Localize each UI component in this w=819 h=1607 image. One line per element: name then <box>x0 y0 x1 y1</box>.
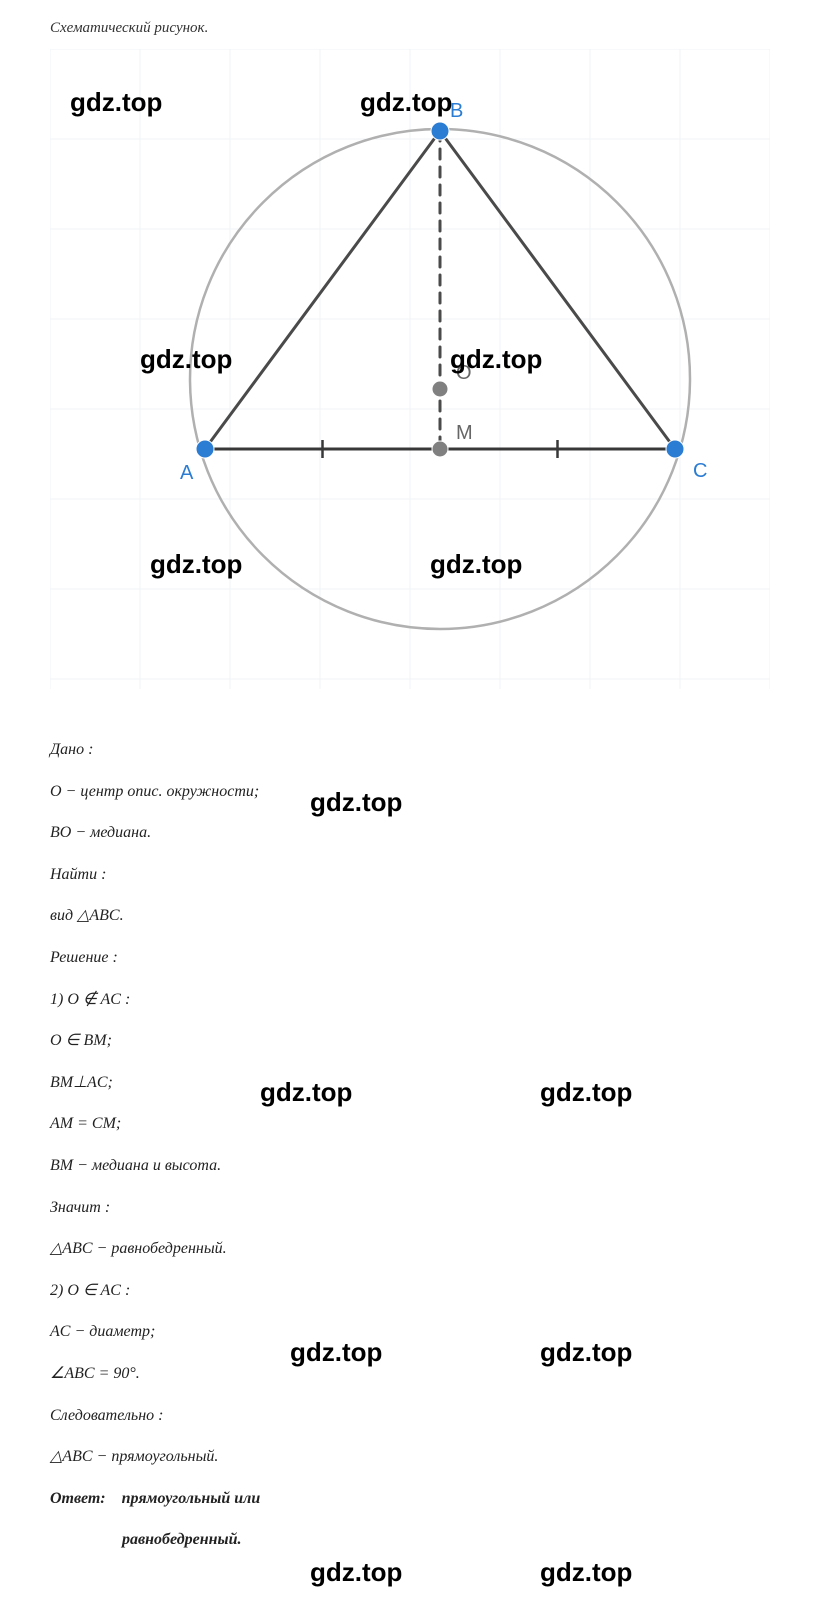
given-line: BO − медиана. <box>50 812 769 854</box>
svg-text:B: B <box>450 100 463 122</box>
given-line: O − центр опис. окружности; <box>50 771 769 813</box>
solution-text-block: Дано : O − центр опис. окружности; BO − … <box>50 729 769 1561</box>
solution-step: BM⊥AC; <box>50 1062 769 1104</box>
solution-step: 2) O ∈ AC : <box>50 1270 769 1312</box>
answer-line-2: равнобедренный. <box>50 1519 769 1561</box>
solution-step: △ABC − прямоугольный. <box>50 1436 769 1478</box>
solution-step: ∠ABC = 90°. <box>50 1353 769 1395</box>
geometry-diagram: ABCOM gdz.topgdz.topgdz.topgdz.topgdz.to… <box>50 49 770 689</box>
solution-step: △ABC − равнобедренный. <box>50 1228 769 1270</box>
find-line: вид △ABC. <box>50 895 769 937</box>
given-header: Дано : <box>50 729 769 771</box>
schematic-title: Схематический рисунок. <box>50 20 769 37</box>
find-header: Найти : <box>50 854 769 896</box>
svg-text:A: A <box>180 462 194 484</box>
answer-line: Ответ: прямоугольный или <box>50 1478 769 1520</box>
solution-header: Решение : <box>50 937 769 979</box>
solution-step: O ∈ BM; <box>50 1020 769 1062</box>
solution-step: AC − диаметр; <box>50 1311 769 1353</box>
solution-step: Значит : <box>50 1187 769 1229</box>
solution-step: Следовательно : <box>50 1395 769 1437</box>
solution-step: BM − медиана и высота. <box>50 1145 769 1187</box>
solution-step: 1) O ∉ AC : <box>50 979 769 1021</box>
solution-step: AM = CM; <box>50 1103 769 1145</box>
answer-value-2: равнобедренный. <box>122 1531 242 1548</box>
svg-text:O: O <box>456 362 472 384</box>
svg-text:M: M <box>456 422 473 444</box>
diagram-svg: A B C O M <box>50 49 770 689</box>
svg-text:C: C <box>693 460 707 482</box>
answer-label: Ответ: <box>50 1490 106 1507</box>
answer-value: прямоугольный или <box>122 1490 261 1507</box>
